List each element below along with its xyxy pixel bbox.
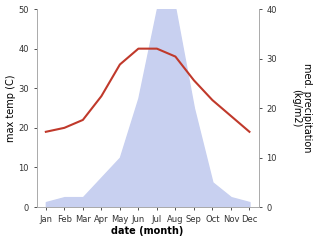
Y-axis label: med. precipitation
(kg/m2): med. precipitation (kg/m2): [291, 63, 313, 153]
X-axis label: date (month): date (month): [111, 227, 184, 236]
Y-axis label: max temp (C): max temp (C): [5, 74, 16, 142]
